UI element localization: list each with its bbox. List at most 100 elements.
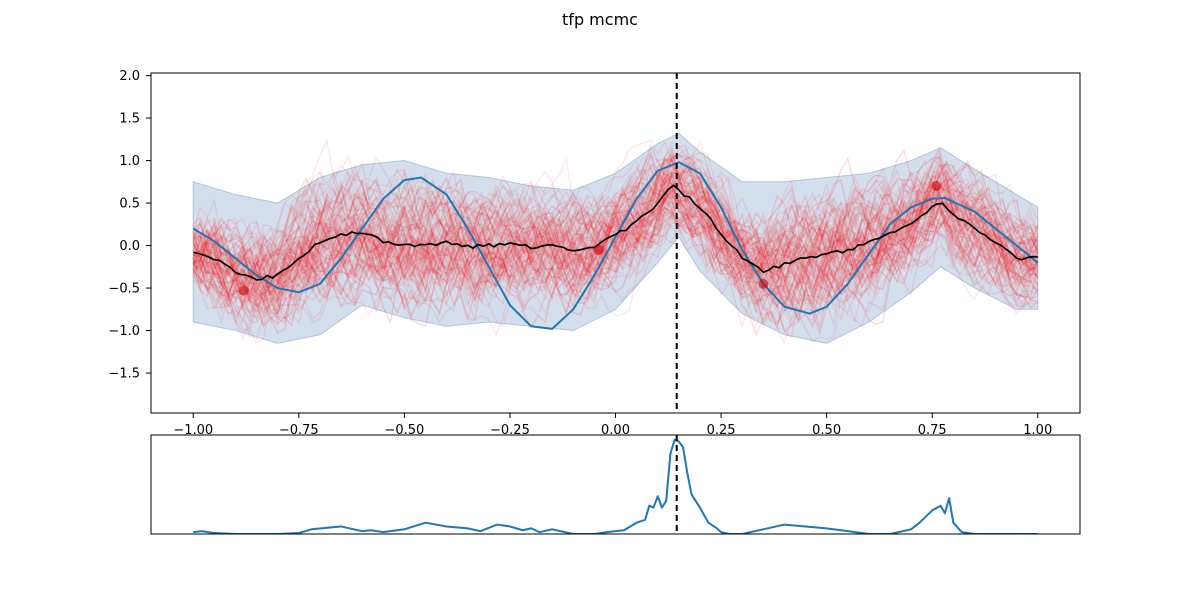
x-tick-label: 0.00 [601, 423, 630, 438]
posterior-sample-line [192, 146, 1038, 319]
posterior-sample-line [192, 184, 1039, 313]
posterior-sample-line [193, 183, 1039, 325]
posterior-sample-line [192, 156, 1039, 334]
x-tick-label: 1.00 [1023, 423, 1052, 438]
y-tick-label: 2.0 [119, 69, 140, 84]
posterior-sample-line [192, 158, 1039, 295]
posterior-sample-line [193, 160, 1038, 327]
posterior-sample-line [192, 150, 1039, 306]
posterior-sample-line [193, 163, 1039, 324]
posterior-sample-line [192, 152, 1039, 324]
observation-marker [593, 244, 604, 255]
density-plot-frame [150, 434, 1081, 535]
posterior-sample-line [192, 171, 1039, 305]
posterior-sample-line [192, 145, 1039, 318]
y-tick-label: 0.5 [119, 197, 140, 212]
x-tick-label: −1.00 [173, 423, 213, 438]
posterior-sample-line [193, 157, 1039, 320]
posterior-sample-line [192, 185, 1039, 305]
posterior-sample-line [192, 141, 1038, 314]
posterior-sample-line [192, 156, 1039, 296]
posterior-sample-line [192, 168, 1039, 345]
posterior-sample-line [192, 146, 1039, 304]
posterior-sample-line [193, 161, 1039, 318]
x-tick-label: −0.25 [490, 423, 530, 438]
posterior-sample-line [192, 149, 1039, 322]
posterior-sample-line [192, 147, 1039, 335]
observation-marker [931, 181, 942, 192]
posterior-sample-line [192, 152, 1039, 285]
y-tick-label: 0.0 [119, 239, 140, 254]
posterior-sample-line [193, 172, 1039, 324]
posterior-sample-line [192, 176, 1038, 309]
posterior-sample-line [192, 175, 1039, 302]
posterior-sample-line [192, 208, 1039, 307]
posterior-sample-line [192, 182, 1039, 320]
posterior-sample-line [192, 171, 1039, 317]
y-tick-label: −1.5 [108, 367, 140, 382]
posterior-sample-line [193, 184, 1039, 296]
posterior-sample-line [192, 158, 1039, 296]
posterior-sample-line [192, 188, 1039, 330]
observation-marker [758, 278, 769, 289]
posterior-sample-line [192, 181, 1039, 297]
posterior-sample-line [192, 182, 1038, 319]
posterior-sample-line [192, 181, 1039, 315]
posterior-sample-line [192, 154, 1039, 295]
posterior-sample-line [193, 157, 1039, 306]
posterior-sample-line [192, 170, 1039, 306]
posterior-sample-line [193, 183, 1039, 303]
main-plot-area: −1.00 −0.75 −0.50 −0.25 0.00 0.25 0.50 0.75 1.00… [108, 69, 1081, 438]
posterior-sample-line [192, 168, 1039, 307]
posterior-sample-line [192, 155, 1039, 316]
posterior-sample-line [192, 179, 1039, 323]
x-tick-label: 0.25 [707, 423, 736, 438]
posterior-sample-line [192, 158, 1039, 337]
posterior-sample-line [192, 155, 1039, 320]
posterior-sample-line [192, 161, 1039, 291]
posterior-sample-line [192, 141, 1039, 318]
posterior-sample-line [192, 170, 1038, 311]
posterior-sample-line [192, 179, 1039, 340]
posterior-sample-line [192, 171, 1039, 297]
x-tick-label: 0.50 [812, 423, 841, 438]
posterior-sample-line [192, 162, 1038, 325]
posterior-sample-line [192, 179, 1039, 328]
posterior-sample-line [192, 164, 1038, 340]
posterior-sample-line [192, 157, 1039, 336]
posterior-sample-line [192, 186, 1039, 328]
posterior-sample-line [192, 171, 1039, 328]
density-plot-area [150, 434, 1081, 535]
posterior-sample-line [192, 174, 1039, 306]
posterior-sample-line [192, 143, 1039, 325]
posterior-sample-line [192, 163, 1039, 298]
posterior-sample-line [192, 173, 1039, 337]
posterior-sample-line [192, 164, 1039, 309]
y-tick-label: −1.0 [108, 324, 140, 339]
posterior-sample-line [192, 138, 1039, 328]
x-tick-label: −0.75 [279, 423, 319, 438]
posterior-sample-line [192, 177, 1039, 333]
posterior-sample-line [192, 175, 1039, 329]
posterior-sample-line [192, 157, 1039, 307]
y-tick-label: 1.0 [119, 154, 140, 169]
density-line [193, 438, 1038, 534]
posterior-sample-line [192, 178, 1039, 346]
posterior-sample-line [192, 198, 1039, 291]
figure-title: tfp mcmc [562, 10, 638, 29]
posterior-sample-line [192, 158, 1039, 310]
posterior-sample-line [192, 162, 1039, 316]
posterior-sample-line [192, 151, 1039, 297]
posterior-sample-line [193, 139, 1039, 321]
posterior-sample-line [192, 148, 1039, 303]
true-function-line [192, 161, 1039, 330]
posterior-sample-line [192, 175, 1039, 303]
posterior-sample-line [193, 176, 1039, 326]
posterior-sample-line [192, 173, 1039, 321]
posterior-sample-line [193, 168, 1039, 325]
observation-marker [238, 285, 249, 296]
posterior-sample-line [192, 182, 1039, 341]
posterior-sample-line [192, 154, 1039, 325]
posterior-sample-line [192, 152, 1039, 313]
